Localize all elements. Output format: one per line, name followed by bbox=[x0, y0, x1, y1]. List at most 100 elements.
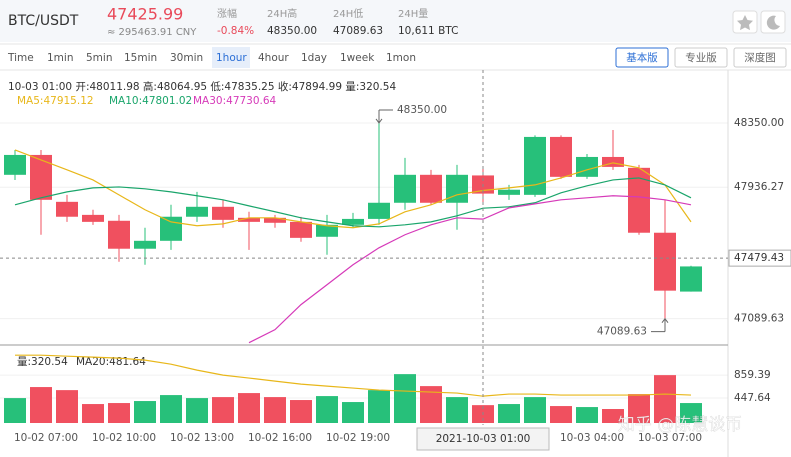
interval-button[interactable]: 30min bbox=[170, 52, 203, 64]
y-tick-label: 47936.27 bbox=[734, 181, 784, 193]
volume-bar bbox=[316, 396, 338, 423]
volume-bar bbox=[238, 393, 260, 423]
ma-line bbox=[248, 195, 692, 344]
candle-body bbox=[108, 220, 130, 249]
y-tick-label: 48350.00 bbox=[734, 117, 784, 129]
star-icon bbox=[737, 15, 753, 31]
interval-button[interactable]: 5min bbox=[86, 52, 112, 64]
volume-bar bbox=[394, 374, 416, 423]
volume-bar bbox=[524, 397, 546, 423]
volume-bar bbox=[134, 401, 156, 423]
view-label: 基本版 bbox=[626, 51, 658, 64]
y-tick-label: 447.64 bbox=[734, 392, 771, 404]
ma-line bbox=[14, 149, 692, 229]
volume-bar bbox=[576, 407, 598, 423]
candle-body bbox=[212, 206, 234, 220]
stat-label: 24H量 bbox=[398, 8, 428, 20]
volume-bar bbox=[30, 387, 52, 423]
volume-bar bbox=[498, 404, 520, 423]
price: 47425.99 bbox=[107, 5, 183, 24]
crosshair-y-box bbox=[728, 249, 791, 267]
view-button[interactable] bbox=[615, 47, 669, 68]
volume-bar bbox=[186, 398, 208, 423]
candle-body bbox=[446, 174, 468, 203]
ma-label: MA10:47801.02 bbox=[109, 95, 192, 107]
interval-button[interactable]: Time bbox=[7, 52, 34, 64]
volume-bar bbox=[368, 390, 390, 423]
interval-button[interactable]: 1week bbox=[340, 52, 375, 64]
volume-bar bbox=[264, 397, 286, 423]
ma-label: MA5:47915.12 bbox=[17, 95, 94, 107]
candle-body bbox=[602, 156, 624, 167]
view-button[interactable] bbox=[674, 47, 728, 68]
volume-bar bbox=[420, 386, 442, 423]
volume-bar bbox=[82, 404, 104, 423]
annotation-arrow bbox=[375, 109, 393, 124]
header-bg bbox=[0, 0, 791, 42]
annotation-arrow bbox=[651, 317, 669, 333]
candle-body bbox=[160, 216, 182, 241]
x-tick-label: 10-02 13:00 bbox=[170, 432, 234, 444]
volume-ma-line bbox=[15, 354, 692, 397]
view-label: 专业版 bbox=[685, 51, 717, 64]
interval-button[interactable]: 4hour bbox=[258, 52, 289, 64]
y-tick-label: 47089.63 bbox=[734, 313, 784, 325]
cny: ≈ 295463.91 CNY bbox=[107, 27, 197, 38]
ohlc-label: 10-03 01:00 开:48011.98 高:48064.95 低:4783… bbox=[8, 80, 396, 93]
volume-bar bbox=[290, 400, 312, 423]
volume-bar bbox=[550, 406, 572, 423]
candle-body bbox=[186, 206, 208, 217]
interval-button[interactable]: 15min bbox=[124, 52, 157, 64]
volume-label: 量:320.54 bbox=[17, 356, 68, 368]
volume-bar bbox=[680, 403, 702, 423]
stat-label: 24H低 bbox=[333, 7, 363, 20]
volume-bar bbox=[4, 398, 26, 423]
candle-body bbox=[420, 174, 442, 203]
candle-body bbox=[550, 136, 572, 177]
candle-body bbox=[82, 214, 104, 222]
candle-body bbox=[56, 201, 78, 217]
candle-body bbox=[524, 136, 546, 195]
volume-bar bbox=[212, 397, 234, 423]
interval-active-bg bbox=[212, 47, 250, 68]
candle-body bbox=[30, 154, 52, 200]
volume-bar bbox=[602, 409, 624, 423]
x-tick-label: 10-03 04:00 bbox=[560, 432, 624, 444]
stat-value: -0.84% bbox=[217, 25, 254, 37]
candle-body bbox=[498, 189, 520, 195]
x-tick-label: 10-02 10:00 bbox=[92, 432, 156, 444]
view-button[interactable] bbox=[733, 47, 787, 68]
stat-value: 47089.63 bbox=[333, 25, 383, 37]
annotation: 48350.00 bbox=[397, 104, 447, 116]
view-label: 深度图 bbox=[744, 51, 776, 64]
candle-body bbox=[316, 224, 338, 237]
candle-body bbox=[290, 221, 312, 238]
candle-body bbox=[134, 240, 156, 249]
candle-body bbox=[238, 217, 260, 222]
moon-icon bbox=[766, 15, 780, 30]
stat-label: 24H高 bbox=[267, 7, 297, 20]
stat-label: 涨幅 bbox=[217, 7, 237, 20]
volume-bar bbox=[108, 403, 130, 423]
interval-button[interactable]: 1min bbox=[47, 52, 73, 64]
stat-value: 10,611 BTC bbox=[398, 25, 458, 37]
candle-body bbox=[4, 154, 26, 175]
x-tick-label: 10-02 07:00 bbox=[14, 432, 78, 444]
watermark: 知乎 @陈慧谈币 bbox=[618, 415, 742, 435]
volume-bar bbox=[160, 395, 182, 423]
interval-button[interactable]: 1day bbox=[301, 52, 327, 64]
stat-value: 48350.00 bbox=[267, 25, 317, 37]
x-tick-label: 10-03 07:00 bbox=[638, 432, 702, 444]
ma-label: MA30:47730.64 bbox=[193, 95, 277, 107]
interval-button[interactable]: 1hour bbox=[216, 52, 247, 64]
interval-button[interactable]: 1mon bbox=[386, 52, 416, 64]
crosshair-x-box bbox=[416, 427, 550, 451]
pair: BTC/USDT bbox=[8, 13, 79, 29]
candle-body bbox=[576, 156, 598, 177]
candle-body bbox=[264, 217, 286, 223]
candle-body bbox=[394, 174, 416, 203]
annotation: 47089.63 bbox=[597, 326, 647, 338]
candle-body bbox=[628, 167, 650, 233]
candle-body bbox=[680, 266, 702, 292]
